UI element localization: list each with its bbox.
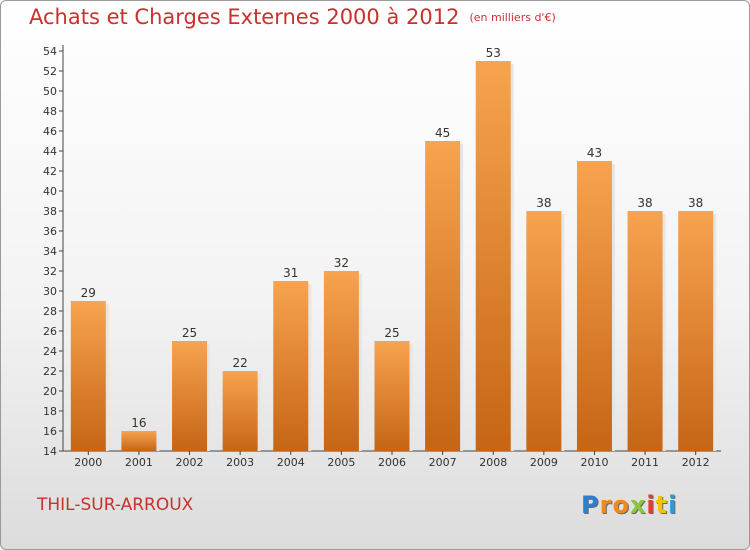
y-tick-label: 30 [43,285,57,298]
title-unit: (en milliers d'€) [469,11,556,24]
bars [70,61,717,451]
x-tick-label: 2011 [631,456,659,469]
proxiti-logo: Proxiti [581,491,677,519]
logo-letter: P [581,491,600,519]
data-label: 22 [233,356,248,370]
bar [526,211,562,451]
logo-letter: o [612,491,630,519]
bar [70,301,106,451]
y-tick-label: 28 [43,305,57,318]
y-tick-label: 40 [43,185,57,198]
bar [627,211,663,451]
y-tick-label: 16 [43,425,57,438]
title-text: Achats et Charges Externes 2000 à 2012 [29,5,460,29]
bar [273,281,309,451]
logo-letter: x [629,491,647,519]
y-tick-label: 20 [43,385,57,398]
x-tick-label: 2005 [327,456,355,469]
data-label: 25 [182,326,197,340]
x-tick-label: 2000 [74,456,102,469]
x-tick-label: 2003 [226,456,254,469]
bar [222,371,258,451]
data-label: 38 [536,196,551,210]
bar [425,141,461,451]
y-tick-label: 50 [43,85,57,98]
y-tick-label: 24 [43,345,57,358]
logo-letter: t [655,491,669,519]
data-label: 25 [384,326,399,340]
data-label: 53 [486,46,501,60]
data-labels: 29 16 25 22 31 32 25 45 53 38 43 38 38 [81,46,704,430]
commune-name: THIL-SUR-ARROUX [37,495,194,515]
data-label: 31 [283,266,298,280]
data-label: 43 [587,146,602,160]
bar [374,341,410,451]
x-tick-label: 2001 [125,456,153,469]
data-label: 32 [334,256,349,270]
y-tick-label: 42 [43,165,57,178]
x-tick-label: 2006 [378,456,406,469]
y-tick-label: 38 [43,205,57,218]
y-tick-label: 18 [43,405,57,418]
x-tick-label: 2008 [479,456,507,469]
y-tick-label: 48 [43,105,57,118]
x-tick-label: 2012 [682,456,710,469]
data-label: 38 [688,196,703,210]
bar [121,431,157,451]
y-tick-label: 26 [43,325,57,338]
y-tick-label: 34 [43,245,57,258]
bar [172,341,208,451]
bar [576,161,612,451]
bar [678,211,714,451]
data-label: 45 [435,126,450,140]
y-tick-label: 36 [43,225,57,238]
logo-letter: r [599,491,613,519]
x-tick-label: 2007 [429,456,457,469]
x-tick-label: 2002 [176,456,204,469]
y-tick-label: 54 [43,45,57,58]
x-tick-label: 2004 [277,456,305,469]
bar [323,271,359,451]
logo-letter: i [668,491,678,519]
data-label: 29 [81,286,96,300]
x-tick-label: 2009 [530,456,558,469]
chart-title: Achats et Charges Externes 2000 à 2012 (e… [29,5,556,29]
y-tick-label: 52 [43,65,57,78]
logo-letter: i [646,491,656,519]
y-tick-label: 44 [43,145,57,158]
data-label: 38 [637,196,652,210]
bar [475,61,511,451]
y-tick-label: 32 [43,265,57,278]
axes: 14 16 18 20 22 24 26 28 30 32 34 36 38 40 42 44 46 48 50 52… [43,45,721,469]
y-tick-label: 46 [43,125,57,138]
data-label: 16 [131,416,146,430]
y-tick-label: 22 [43,365,57,378]
x-tick-label: 2010 [580,456,608,469]
y-tick-label: 14 [43,445,57,458]
